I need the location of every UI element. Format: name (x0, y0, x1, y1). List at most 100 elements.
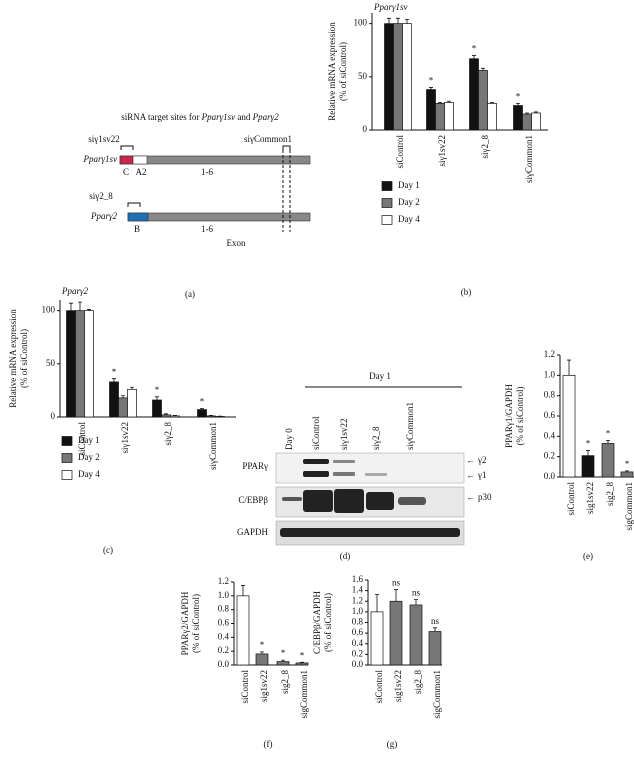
bar (435, 103, 445, 131)
x-tick-label: sig1sv22 (259, 670, 269, 702)
error-bar (173, 415, 177, 416)
y-tick-label: 0.0 (218, 659, 230, 669)
chart-title: Pparγ2 (61, 286, 89, 296)
bracket (127, 202, 141, 207)
x-tick-label: sig2_8 (605, 482, 615, 507)
bar (66, 310, 76, 418)
band (303, 490, 333, 512)
label: 1-6 (201, 224, 213, 234)
x-tick-label: sig1sv22 (393, 670, 403, 702)
legend-label: Day 2 (398, 197, 420, 207)
legend-label: Day 1 (78, 435, 100, 445)
panel-label: (d) (340, 551, 351, 561)
y-tick-label: 1.0 (544, 369, 556, 379)
bands (280, 459, 460, 537)
x-tick-label: sigCommon1 (432, 670, 442, 719)
bar (276, 661, 290, 666)
band (365, 473, 387, 476)
y-tick-label: 0.6 (352, 627, 364, 637)
x-tick-label: siγ2_8 (163, 422, 173, 446)
legend-label: Day 4 (398, 214, 420, 224)
y-axis-label: (% of siControl) (515, 387, 525, 446)
x-tick-label: siγ1sv22 (120, 422, 130, 453)
bar (522, 113, 532, 131)
y-axis-label: PPARγ2/GAPDH (180, 591, 190, 655)
chart-title: Pparγ1sv (373, 2, 408, 12)
error-bar (209, 415, 213, 416)
lane-label: siγ2_8 (371, 426, 381, 450)
label: 1-6 (201, 167, 213, 177)
label: siγCommon1 (244, 134, 292, 144)
x-tick-label: siControl (374, 670, 384, 704)
bar (152, 399, 162, 418)
y-tick-label: 100 (42, 305, 56, 315)
bracket (282, 145, 291, 150)
error-bar (490, 101, 494, 104)
bar (469, 58, 479, 131)
exon-bar (119, 155, 311, 165)
error-bar (130, 386, 134, 390)
panel-label: (c) (103, 545, 113, 555)
error-bar (447, 100, 451, 103)
row-label: GAPDH (237, 527, 269, 537)
y-tick-label: 0.4 (218, 631, 230, 641)
error-bar (586, 450, 590, 456)
row-label: C/EBPβ (238, 495, 268, 505)
lane-label: siγCommon1 (405, 402, 415, 450)
bar (562, 374, 576, 478)
y-tick-label: 0.0 (544, 471, 556, 481)
y-tick-label: 0.4 (352, 638, 364, 648)
significance-label: * (281, 648, 286, 658)
x-tick-label: siControl (77, 422, 87, 456)
y-tick-label: 1.0 (218, 590, 230, 600)
label: siγ2_8 (89, 191, 113, 201)
error-bar (433, 627, 437, 632)
y-axis-label: Relative mRNA expression (8, 309, 18, 408)
western-blot: Day 1 (275, 371, 465, 546)
y-axis-label: (% of siControl) (19, 329, 29, 388)
bar (620, 471, 634, 478)
significance-label: ns (392, 578, 401, 588)
y-tick-label: 0.8 (218, 604, 230, 614)
y-tick-label: 0.2 (544, 451, 555, 461)
panel-label: (a) (185, 289, 195, 299)
panel-label: (g) (387, 739, 398, 749)
error-bar (260, 651, 264, 654)
bar (531, 112, 541, 131)
legend-swatch (381, 181, 393, 191)
x-tick-label: siγCommon1 (524, 135, 534, 183)
x-tick-label: siControl (240, 670, 250, 704)
y-tick-label: 1.0 (352, 606, 364, 616)
error-bar (625, 470, 629, 472)
arrow: ← (466, 455, 475, 465)
label: A2 (136, 167, 147, 177)
significance-label: * (586, 439, 591, 449)
significance-label: * (112, 367, 117, 377)
bar (84, 310, 94, 418)
bar (197, 409, 207, 418)
legend-swatch (61, 436, 73, 446)
label: Pparγ2 (90, 211, 118, 221)
arrow-label: γ1 (477, 470, 486, 480)
y-tick-label: 1.6 (352, 574, 364, 584)
label: siγ1sv22 (88, 134, 119, 144)
title-part: Pparγ1sv (201, 112, 236, 122)
x-tick-label: siγ1sv22 (437, 135, 447, 166)
y-axis-label: (% of siControl) (191, 594, 201, 653)
y-axis-label: (% of siControl) (323, 593, 333, 652)
bracket (120, 145, 134, 150)
error-bar (121, 395, 125, 398)
arrow-label: γ2 (477, 455, 486, 465)
x-tick-label: siγ2_8 (480, 135, 490, 159)
band (366, 492, 394, 510)
legend-swatch (61, 470, 73, 480)
significance-label: * (300, 650, 305, 660)
error-bar (429, 87, 433, 90)
bar (127, 388, 137, 418)
band (303, 471, 329, 477)
arrow: ← (466, 470, 475, 480)
y-axis-label: PPARγ1/GAPDH (504, 384, 514, 448)
band (333, 460, 355, 463)
y-tick-label: 50 (46, 358, 56, 368)
panel-label: (f) (264, 739, 273, 749)
